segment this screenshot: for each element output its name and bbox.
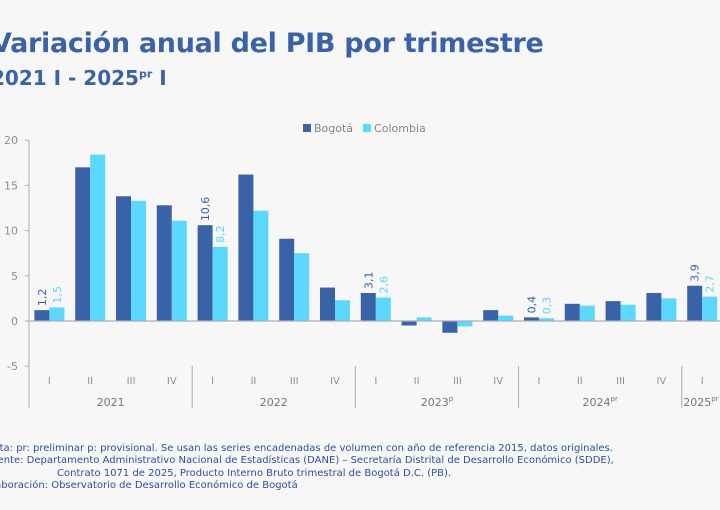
bar-bogota: [524, 317, 539, 321]
bar-colombia: [253, 210, 269, 321]
footer-fuente-cont: Contrato 1071 de 2025, Producto Interno …: [57, 467, 452, 479]
x-tick-label: III: [290, 376, 299, 387]
data-label-bogota: 3,1: [362, 271, 375, 289]
y-tick-label: 5: [11, 270, 18, 283]
x-tick-label: II: [577, 376, 583, 387]
bar-colombia: [335, 300, 350, 321]
bar-colombia: [498, 315, 514, 321]
bar-colombia: [620, 304, 636, 321]
data-label-colombia: 8,2: [214, 225, 227, 243]
x-tick-label: III: [616, 376, 625, 387]
subtitle-text: 2021 I - 2025: [0, 66, 139, 90]
x-tick-label: III: [127, 376, 136, 387]
bar-colombia: [416, 317, 432, 321]
legend: Bogotá Colombia: [303, 122, 426, 135]
chart-subtitle: 2021 I - 2025pr I: [0, 66, 167, 90]
x-tick-label: I: [538, 376, 541, 387]
x-tick-label: II: [414, 376, 420, 387]
bar-bogota: [687, 285, 703, 321]
bar-colombia: [171, 220, 187, 321]
bar-colombia: [131, 200, 146, 321]
data-label-bogota: 3,9: [689, 264, 702, 282]
x-group-label: 2023p: [421, 395, 454, 409]
bar-bogota: [116, 196, 131, 321]
bar-bogota: [401, 321, 417, 326]
bar-bogota: [279, 238, 295, 321]
bar-bogota: [156, 205, 172, 321]
legend-item-bogota: Bogotá: [303, 122, 353, 135]
legend-swatch-colombia: [363, 124, 372, 132]
x-tick-label: II: [87, 376, 93, 387]
bar-bogota: [564, 303, 580, 321]
y-tick-label: 10: [4, 225, 18, 238]
bar-colombia: [294, 253, 310, 321]
bar-colombia: [579, 305, 595, 321]
subtitle-tail: I: [152, 66, 167, 90]
data-label-bogota: 10,6: [199, 197, 212, 222]
y-tick-label: -5: [7, 360, 18, 373]
bar-bogota: [646, 292, 662, 321]
bar-bogota: [442, 321, 458, 333]
footer-fuente: Fuente: Departamento Administrativo Naci…: [0, 455, 614, 467]
legend-label-colombia: Colombia: [374, 122, 426, 135]
bar-colombia: [90, 154, 106, 321]
legend-label-bogota: Bogotá: [314, 122, 354, 135]
data-label-bogota: 1,2: [36, 289, 49, 307]
bar-bogota: [75, 167, 91, 321]
y-tick-label: 20: [4, 134, 18, 147]
footer-notes: Nota: pr: preliminar p: provisional. Se …: [0, 443, 614, 492]
x-group-label: 2025pr: [683, 395, 718, 409]
bar-bogota: [483, 310, 499, 321]
x-group-label: 2022: [260, 396, 288, 409]
x-tick-label: I: [374, 376, 377, 387]
x-tick-label: III: [453, 376, 462, 387]
x-tick-label: I: [48, 376, 51, 387]
bar-bogota: [34, 310, 50, 321]
x-tick-label: IV: [493, 376, 503, 387]
data-label-colombia: 1,5: [51, 286, 64, 304]
data-label-bogota: 0,4: [526, 296, 539, 314]
bar-bogota: [238, 174, 254, 321]
bar-bogota: [360, 292, 376, 321]
bar-colombia: [661, 298, 677, 321]
x-tick-label: IV: [167, 376, 177, 387]
bar-colombia: [212, 246, 228, 321]
data-label-colombia: 2,6: [377, 276, 390, 294]
x-group-label: 2024pr: [583, 395, 618, 409]
x-tick-label: IV: [657, 376, 667, 387]
x-tick-label: II: [250, 376, 256, 387]
footer-elaboracion: Elaboración: Observatorio de Desarrollo …: [0, 479, 298, 491]
bar-colombia: [49, 307, 65, 321]
bar-bogota: [605, 301, 621, 321]
data-label-colombia: 0,3: [541, 297, 554, 315]
y-tick-label: 15: [4, 179, 18, 192]
legend-swatch-bogota: [303, 124, 311, 132]
x-tick-label: I: [211, 376, 214, 387]
bar-colombia: [457, 321, 473, 327]
x-group-label: 2021: [97, 396, 125, 409]
bar-bogota: [320, 287, 335, 321]
bar-colombia: [539, 318, 554, 321]
legend-item-colombia: Colombia: [363, 122, 426, 135]
bar-colombia: [375, 297, 391, 321]
chart-title: Variación anual del PIB por trimestre: [0, 28, 544, 59]
footer-nota: Nota: pr: preliminar p: provisional. Se …: [0, 443, 613, 454]
bar-bogota: [197, 225, 213, 321]
y-tick-label: 0: [11, 315, 18, 328]
data-label-colombia: 2,7: [704, 275, 717, 293]
x-tick-label: IV: [330, 376, 340, 387]
x-tick-label: I: [701, 376, 704, 387]
subtitle-sup: pr: [138, 67, 153, 81]
bar-colombia: [702, 296, 718, 321]
